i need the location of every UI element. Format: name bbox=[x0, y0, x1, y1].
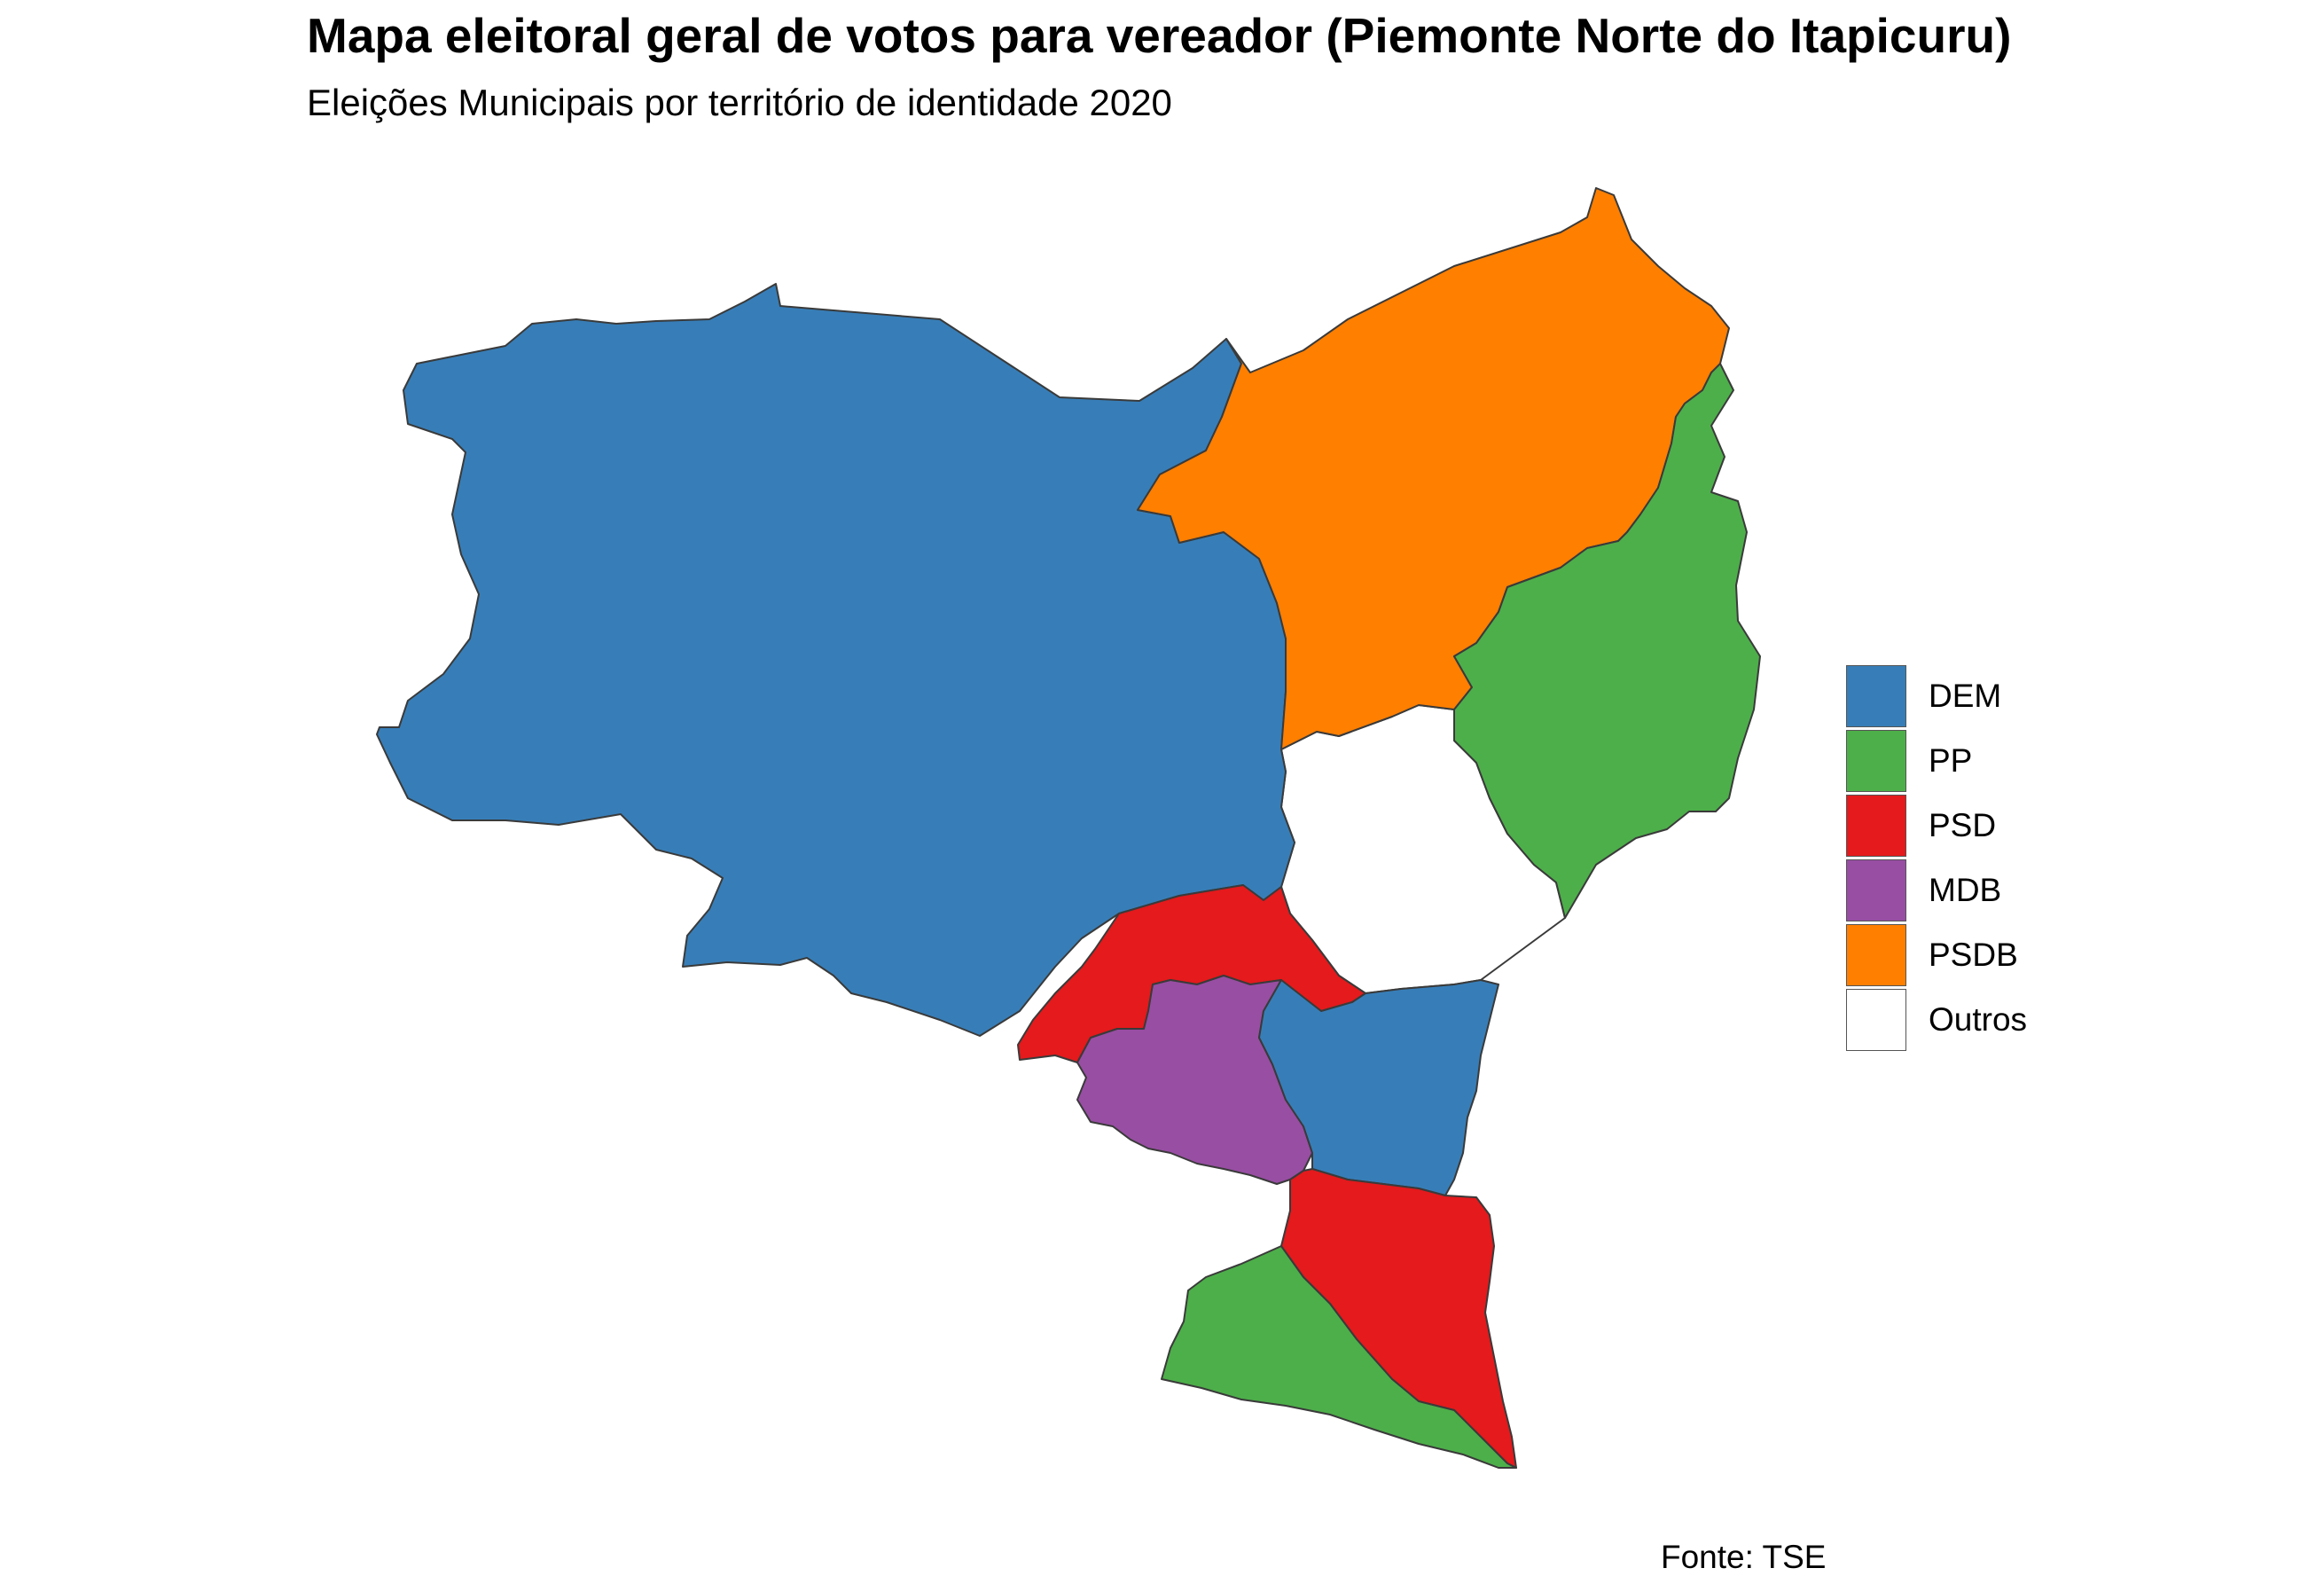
legend-label-dem: DEM bbox=[1929, 677, 2002, 714]
chart-title: Mapa eleitoral geral de votos para verea… bbox=[307, 8, 2012, 63]
legend-swatch-pp bbox=[1846, 729, 1906, 792]
legend-swatch-psd bbox=[1846, 794, 1906, 857]
region-east bbox=[1453, 363, 1761, 919]
legend-item-psd: PSD bbox=[1846, 793, 2027, 858]
legend-swatch-outros bbox=[1846, 988, 1906, 1051]
legend-item-psdb: PSDB bbox=[1846, 922, 2027, 987]
legend-item-dem: DEM bbox=[1846, 663, 2027, 728]
legend: DEM PP PSD MDB PSDB Outros bbox=[1846, 663, 2027, 1052]
legend-item-pp: PP bbox=[1846, 728, 2027, 793]
legend-label-psd: PSD bbox=[1929, 806, 1997, 843]
region-south-center-blue bbox=[1258, 979, 1499, 1196]
legend-swatch-mdb bbox=[1846, 859, 1906, 921]
legend-item-outros: Outros bbox=[1846, 987, 2027, 1052]
chart-subtitle: Eleições Municipais por território de id… bbox=[307, 82, 1172, 123]
legend-swatch-psdb bbox=[1846, 923, 1906, 986]
legend-label-psdb: PSDB bbox=[1929, 936, 2018, 973]
legend-item-mdb: MDB bbox=[1846, 858, 2027, 922]
legend-label-outros: Outros bbox=[1929, 1000, 2028, 1038]
source-caption: Fonte: TSE bbox=[1661, 1539, 1827, 1575]
legend-label-mdb: MDB bbox=[1929, 871, 2002, 908]
region-south-green bbox=[1161, 1245, 1517, 1469]
legend-swatch-dem bbox=[1846, 664, 1906, 727]
legend-label-pp: PP bbox=[1929, 741, 1973, 779]
